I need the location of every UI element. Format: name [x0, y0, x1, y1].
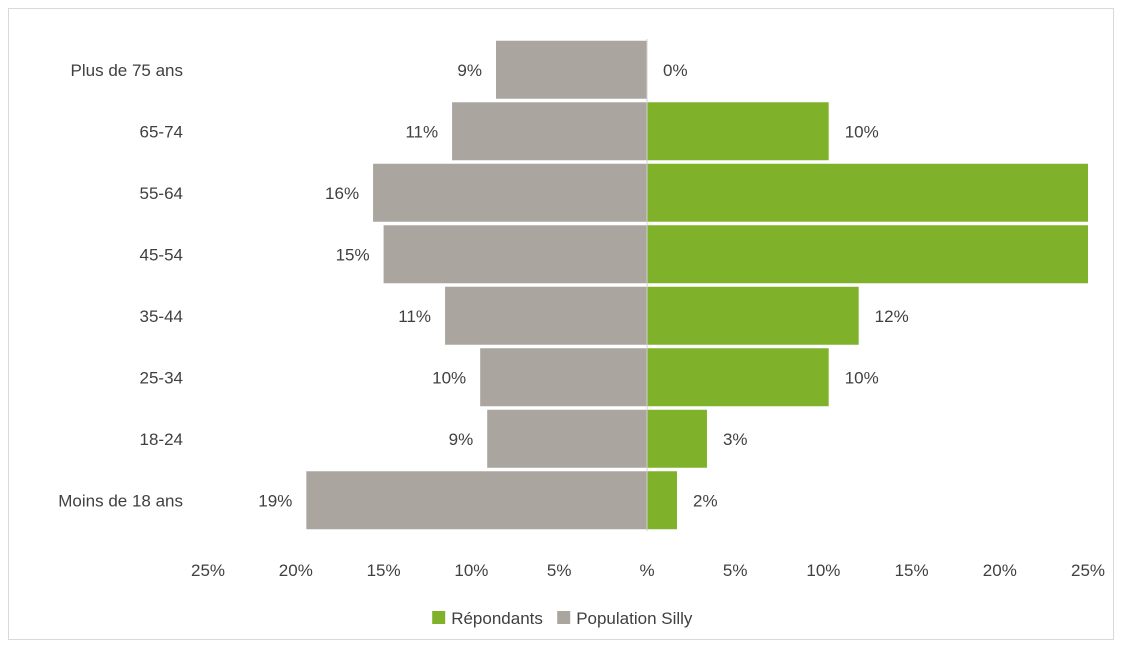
x-tick-label: 5%: [547, 561, 572, 580]
x-tick-label: 15%: [895, 561, 929, 580]
x-tick-label: 10%: [454, 561, 488, 580]
data-label-population-silly: 16%: [325, 184, 359, 203]
x-tick-label: 10%: [806, 561, 840, 580]
category-label: 35-44: [140, 307, 183, 326]
category-label: 45-54: [140, 245, 183, 264]
data-label-repondants: 10%: [845, 122, 879, 141]
data-label-repondants: 0%: [663, 61, 688, 80]
bar-repondants: [647, 471, 677, 530]
category-label: 55-64: [140, 184, 183, 203]
bar-repondants: [647, 409, 707, 468]
data-label-repondants: 12%: [875, 307, 909, 326]
bar-repondants: [647, 225, 1088, 284]
x-tick-label: %: [639, 561, 654, 580]
bar-population-silly: [445, 286, 647, 345]
x-tick-label: 5%: [723, 561, 748, 580]
bar-repondants: [647, 102, 829, 161]
legend: Répondants Population Silly: [432, 609, 693, 628]
x-tick-label: 25%: [191, 561, 225, 580]
data-label-population-silly: 19%: [258, 491, 292, 510]
x-tick-label: 15%: [367, 561, 401, 580]
category-label: 25-34: [140, 368, 183, 387]
data-label-population-silly: 10%: [432, 368, 466, 387]
data-label-repondants: 2%: [693, 491, 718, 510]
bar-repondants: [647, 286, 859, 345]
legend-swatch: [557, 611, 571, 624]
legend-label: Population Silly: [576, 609, 693, 628]
bars-group: [306, 40, 1088, 530]
category-label: 65-74: [140, 122, 183, 141]
bar-population-silly: [495, 40, 647, 99]
category-label: 18-24: [140, 430, 183, 449]
x-axis-tick-labels: 25% 20% 15% 10% 5%% 5% 10% 15% 20% 25%: [191, 561, 1105, 580]
bar-population-silly: [480, 348, 647, 407]
x-tick-label: 25%: [1071, 561, 1105, 580]
bar-population-silly: [373, 163, 647, 222]
category-labels: Plus de 75 ans 65-74 55-64 45-54 35-44 25-34 1…: [58, 61, 183, 511]
legend-swatch: [432, 611, 446, 624]
data-label-repondants: 3%: [723, 430, 748, 449]
category-label: Moins de 18 ans: [58, 491, 183, 510]
data-labels: 9% 0% 11% 10% 16% 15% 11% 12% 10% 10% 9% 3% 19% 2%: [258, 61, 908, 511]
legend-label: Répondants: [451, 609, 543, 628]
data-label-population-silly: 9%: [449, 430, 474, 449]
data-label-population-silly: 11%: [398, 307, 431, 326]
bar-population-silly: [383, 225, 647, 284]
data-label-repondants: 10%: [845, 368, 879, 387]
data-label-population-silly: 15%: [336, 245, 370, 264]
data-label-population-silly: 11%: [405, 122, 438, 141]
bar-repondants: [647, 163, 1088, 222]
x-tick-label: 20%: [279, 561, 313, 580]
bar-population-silly: [306, 471, 647, 530]
category-label: Plus de 75 ans: [71, 61, 183, 80]
bar-population-silly: [487, 409, 647, 468]
data-label-population-silly: 9%: [457, 61, 482, 80]
x-tick-label: 20%: [983, 561, 1017, 580]
bar-repondants: [647, 348, 829, 407]
bar-population-silly: [452, 102, 647, 161]
